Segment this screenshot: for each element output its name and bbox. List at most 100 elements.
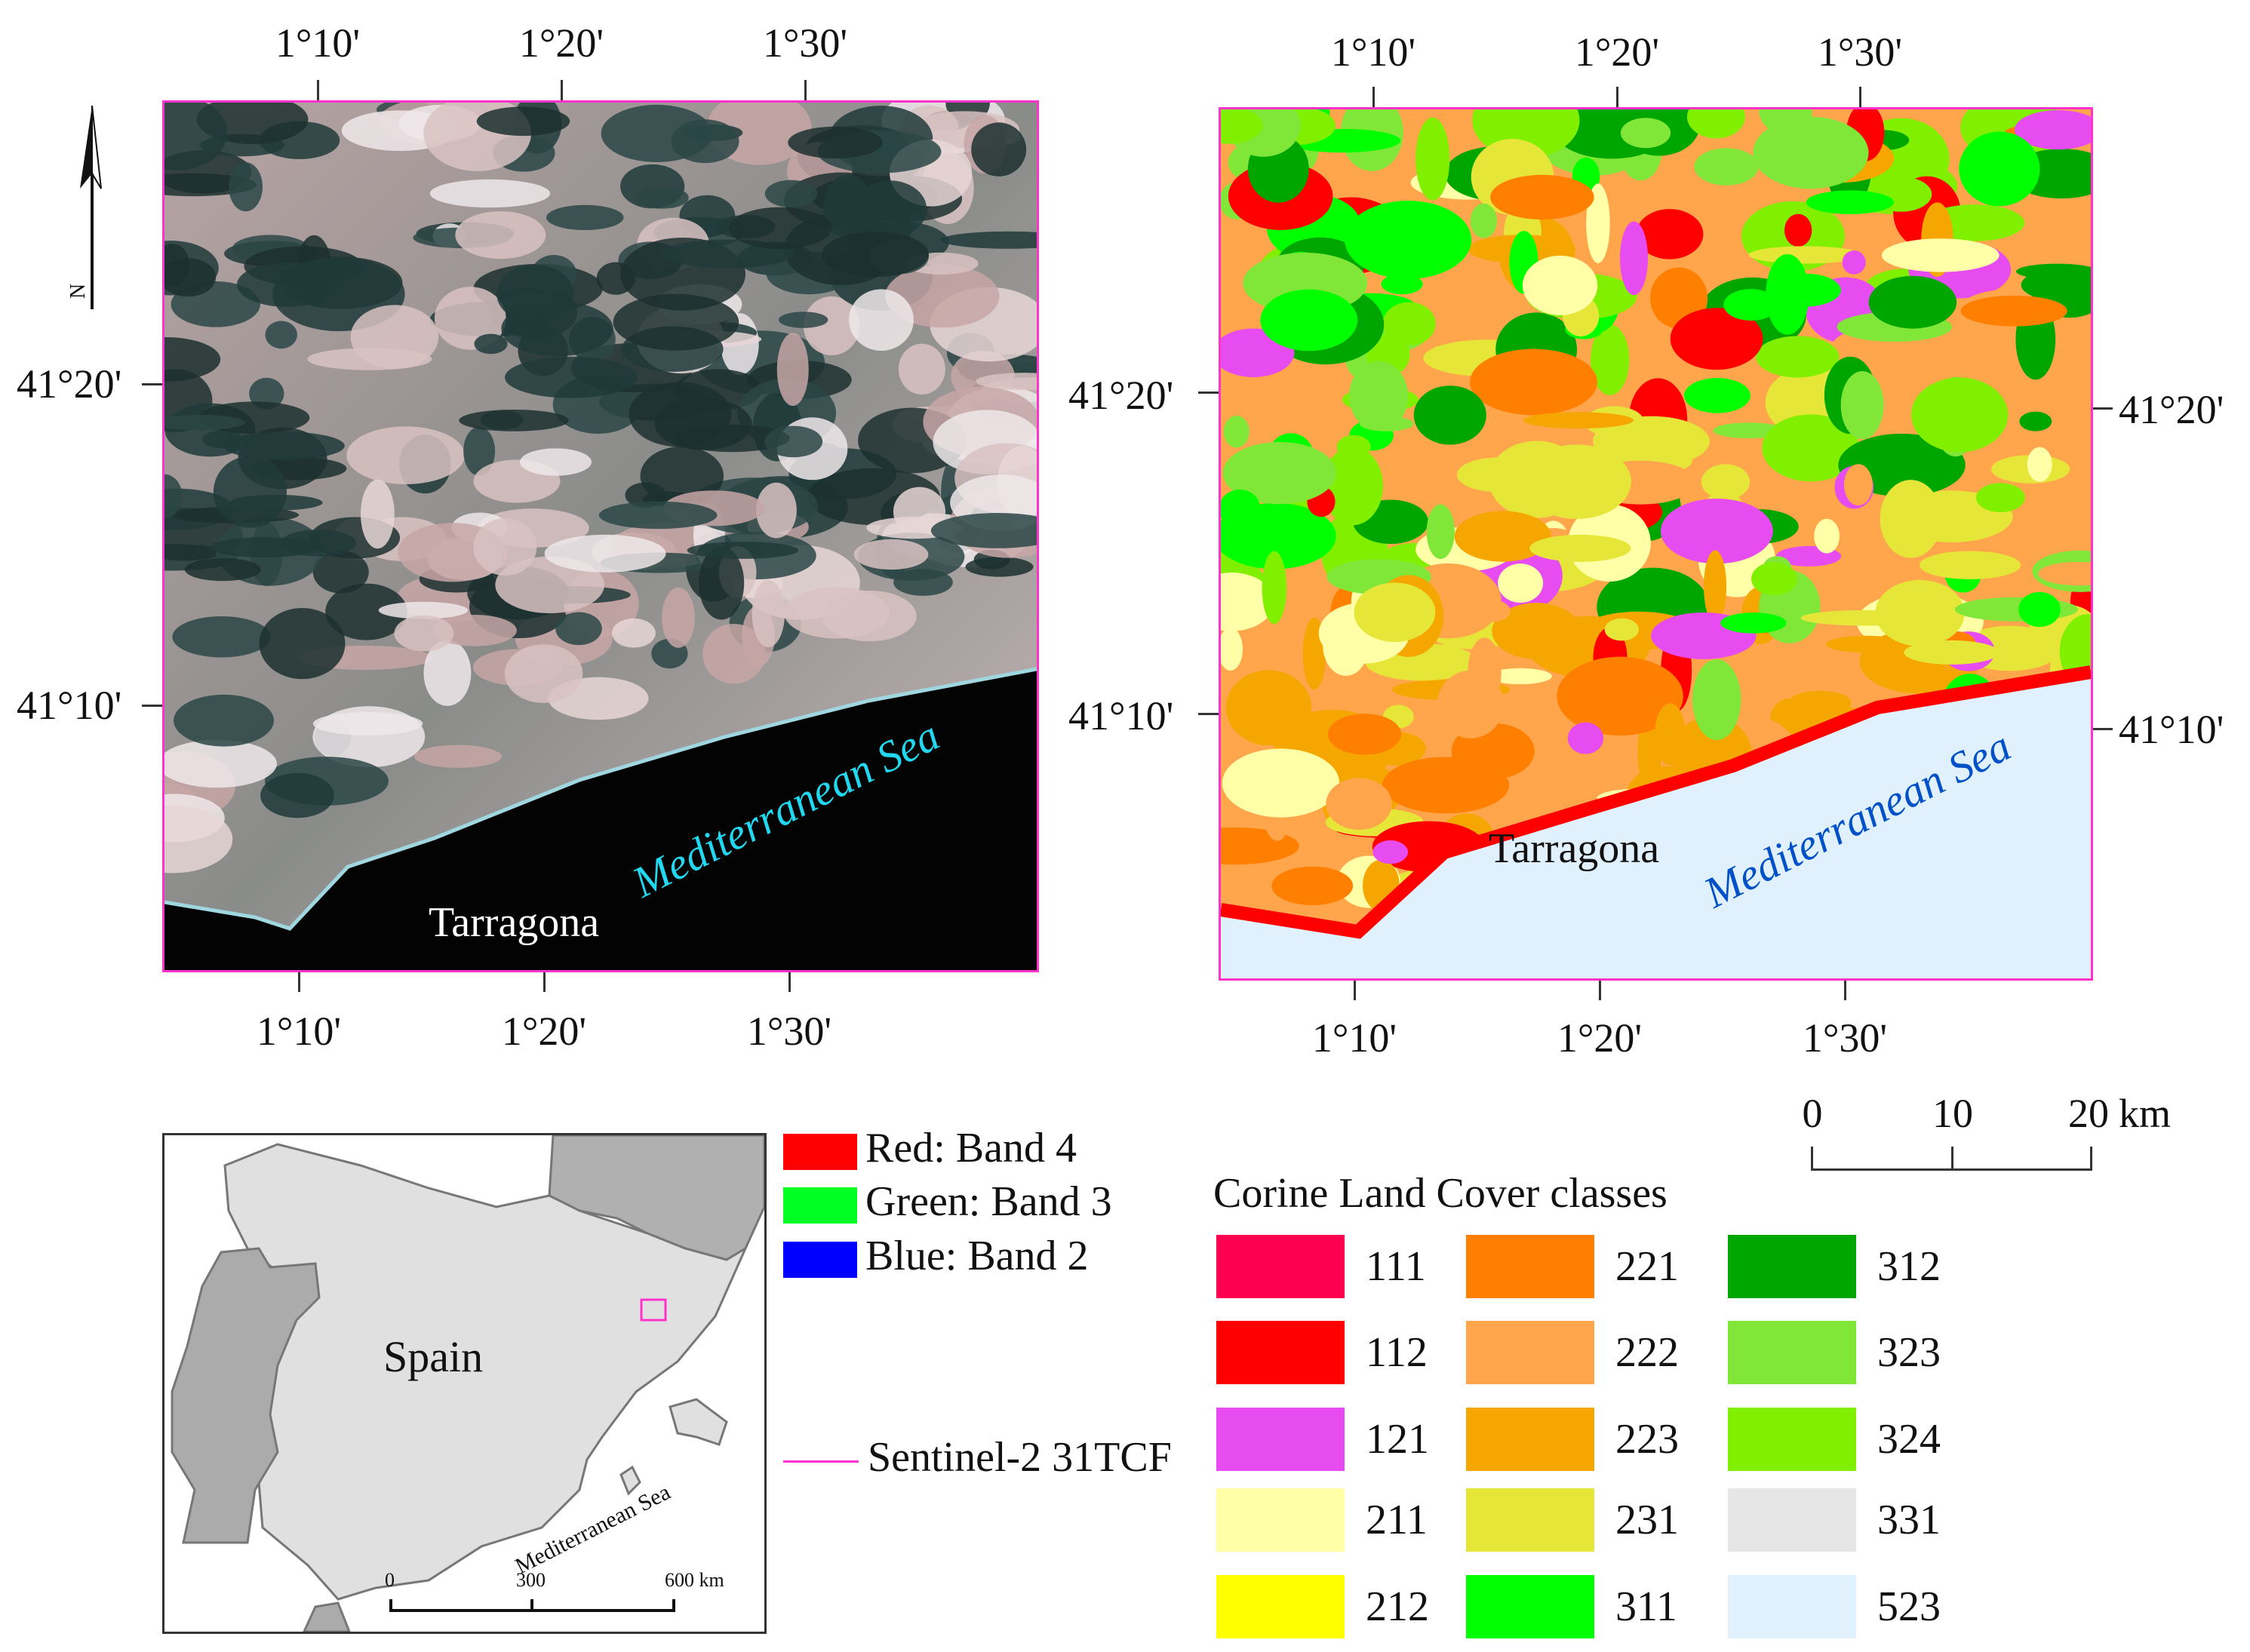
corine-swatch-211 xyxy=(1216,1488,1345,1552)
corine-class-label: 231 xyxy=(1615,1497,1679,1543)
city-label-tarragona: Tarragona xyxy=(1489,825,1660,872)
inset-map: Spain Mediterranean Sea 0 300 600 km xyxy=(162,1133,767,1634)
north-label: N xyxy=(66,283,91,299)
tick xyxy=(142,383,163,385)
tick xyxy=(1859,87,1861,108)
scale-bar-mid-tick xyxy=(1951,1147,1953,1169)
corine-swatch-231 xyxy=(1466,1488,1594,1552)
tick xyxy=(804,80,807,101)
rgb-legend-label: Blue: Band 2 xyxy=(865,1233,1089,1279)
tick xyxy=(1372,87,1375,108)
rgb-legend-label: Green: Band 3 xyxy=(865,1178,1112,1225)
inset-scale-label: 300 xyxy=(516,1569,546,1591)
satellite-map: Tarragona Mediterranean Sea xyxy=(162,100,1039,972)
tick xyxy=(1198,392,1219,394)
right-top-tick-label: 1°20' xyxy=(1574,29,1660,75)
corine-legend-title: Corine Land Cover classes xyxy=(1213,1170,1668,1217)
left-top-tick-label: 1°30' xyxy=(762,20,848,66)
tick xyxy=(1354,979,1356,1000)
corine-swatch-112 xyxy=(1216,1321,1345,1384)
right-map-right-lat-label: 41°10' xyxy=(2119,707,2224,752)
balearic-islands xyxy=(669,1398,728,1446)
corine-class-label: 312 xyxy=(1877,1243,1941,1290)
scale-bar-label: 10 xyxy=(1932,1091,1973,1136)
right-map-right-lat-label: 41°20' xyxy=(2119,387,2224,432)
corine-class-label: 324 xyxy=(1877,1416,1941,1463)
corine-class-label: 223 xyxy=(1615,1416,1679,1463)
rgb-swatch-green xyxy=(783,1187,857,1224)
rgb-swatch-blue xyxy=(783,1242,857,1278)
left-bottom-tick-label: 1°30' xyxy=(746,1009,832,1054)
scale-bar-label: 0 xyxy=(1802,1091,1823,1136)
right-top-tick-label: 1°10' xyxy=(1330,29,1416,75)
sea-area xyxy=(1221,672,2091,978)
tick xyxy=(298,971,300,992)
corine-swatch-324 xyxy=(1728,1408,1856,1471)
inset-scale-label: 0 xyxy=(385,1569,395,1591)
right-map-left-lat-label: 41°10' xyxy=(1068,693,1174,738)
tick xyxy=(1599,979,1601,1000)
right-bottom-tick-label: 1°20' xyxy=(1557,1015,1643,1061)
corine-class-label: 112 xyxy=(1366,1329,1428,1376)
north-arrow-icon xyxy=(80,105,102,309)
corine-swatch-212 xyxy=(1216,1575,1345,1638)
corine-class-label: 222 xyxy=(1615,1329,1679,1376)
corine-swatch-523 xyxy=(1728,1575,1856,1638)
tick xyxy=(561,80,563,101)
morocco xyxy=(303,1601,351,1632)
tick xyxy=(1616,87,1618,108)
corine-swatch-323 xyxy=(1728,1321,1856,1384)
corine-class-label: 121 xyxy=(1366,1416,1429,1463)
corine-swatch-111 xyxy=(1216,1235,1345,1298)
city-label-tarragona: Tarragona xyxy=(429,899,600,946)
tick xyxy=(2092,728,2113,730)
tick xyxy=(2092,407,2113,410)
corine-swatch-222 xyxy=(1466,1321,1594,1384)
tick xyxy=(788,971,791,992)
corine-swatch-311 xyxy=(1466,1575,1594,1638)
right-bottom-tick-label: 1°10' xyxy=(1311,1015,1397,1061)
corine-class-label: 331 xyxy=(1877,1497,1941,1543)
corine-class-label: 311 xyxy=(1615,1583,1677,1630)
corine-class-label: 523 xyxy=(1877,1583,1941,1630)
portugal xyxy=(171,1247,321,1544)
corine-class-label: 323 xyxy=(1877,1329,1941,1376)
left-bottom-tick-label: 1°10' xyxy=(256,1009,342,1054)
corine-swatch-331 xyxy=(1728,1488,1856,1552)
tick xyxy=(142,705,163,707)
left-bottom-tick-label: 1°20' xyxy=(501,1009,587,1054)
left-top-tick-label: 1°10' xyxy=(275,20,361,66)
tile-legend-line xyxy=(783,1460,859,1463)
left-top-tick-label: 1°20' xyxy=(518,20,604,66)
rgb-legend-label: Red: Band 4 xyxy=(865,1125,1077,1171)
sea-area xyxy=(164,669,1037,970)
country-label-spain: Spain xyxy=(383,1332,484,1381)
corine-class-label: 211 xyxy=(1366,1497,1428,1543)
tick xyxy=(543,971,546,992)
north-arrow: N xyxy=(66,105,106,313)
tick xyxy=(317,80,319,101)
scale-bar-label: 20 xyxy=(2068,1091,2109,1136)
corine-swatch-121 xyxy=(1216,1408,1345,1471)
left-lat-label: 41°20' xyxy=(17,361,122,407)
inset-scale-label: 600 km xyxy=(665,1569,724,1591)
tick xyxy=(1844,979,1846,1000)
rgb-swatch-red xyxy=(783,1134,857,1170)
tile-legend-label: Sentinel-2 31TCF xyxy=(868,1434,1172,1481)
balearic-islands xyxy=(619,1465,641,1496)
right-bottom-tick-label: 1°30' xyxy=(1802,1015,1888,1061)
corine-class-label: 111 xyxy=(1366,1243,1426,1290)
corine-swatch-221 xyxy=(1466,1235,1594,1298)
inset-scale-bar xyxy=(389,1599,675,1612)
tick xyxy=(1198,713,1219,715)
corine-swatch-223 xyxy=(1466,1408,1594,1471)
corine-class-label: 221 xyxy=(1615,1243,1679,1290)
left-lat-label: 41°10' xyxy=(17,683,122,728)
right-top-tick-label: 1°30' xyxy=(1817,29,1903,75)
land-cover-map: Tarragona Mediterranean Sea xyxy=(1219,107,2093,981)
right-map-left-lat-label: 41°20' xyxy=(1068,373,1174,418)
corine-class-label: 212 xyxy=(1366,1583,1429,1630)
corine-swatch-312 xyxy=(1728,1235,1856,1298)
study-area-box xyxy=(640,1298,667,1322)
